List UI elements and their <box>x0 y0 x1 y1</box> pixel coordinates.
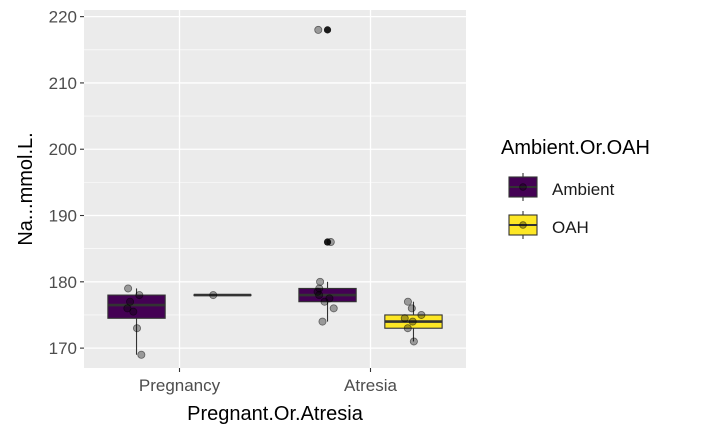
data-point <box>326 295 333 302</box>
y-tick-label: 220 <box>49 8 77 27</box>
data-point <box>138 351 145 358</box>
data-point <box>316 278 323 285</box>
x-tick-label: Pregnancy <box>139 376 221 395</box>
x-tick-label: Atresia <box>344 376 397 395</box>
y-tick-label: 200 <box>49 140 77 159</box>
data-point <box>409 318 416 325</box>
y-tick-label: 170 <box>49 339 77 358</box>
data-point <box>210 291 217 298</box>
data-point <box>327 238 334 245</box>
data-point <box>133 325 140 332</box>
y-axis-label: Na...mmol.L. <box>15 132 37 245</box>
legend-label-ambient: Ambient <box>552 180 615 199</box>
x-axis-label: Pregnant.Or.Atresia <box>187 403 364 425</box>
y-tick-label: 180 <box>49 273 77 292</box>
data-point <box>404 298 411 305</box>
data-point <box>330 305 337 312</box>
legend-keys <box>509 173 537 239</box>
data-point <box>124 305 131 312</box>
legend-title: Ambient.Or.OAH <box>501 137 650 159</box>
data-point <box>136 291 143 298</box>
data-point <box>315 26 322 33</box>
data-point <box>401 315 408 322</box>
data-point <box>404 325 411 332</box>
data-point <box>410 338 417 345</box>
legend-key-point <box>520 184 527 191</box>
legend-key-point <box>520 222 527 229</box>
y-tick-label: 190 <box>49 207 77 226</box>
legend: Ambient.Or.OAH Ambient OAH <box>501 137 650 239</box>
box <box>108 295 165 318</box>
y-tick-label: 210 <box>49 74 77 93</box>
data-point <box>316 285 323 292</box>
data-point <box>125 285 132 292</box>
data-point <box>319 318 326 325</box>
legend-label-oah: OAH <box>552 218 589 237</box>
data-point <box>126 298 133 305</box>
data-point <box>418 311 425 318</box>
data-point <box>408 305 415 312</box>
outlier-point <box>324 26 331 33</box>
